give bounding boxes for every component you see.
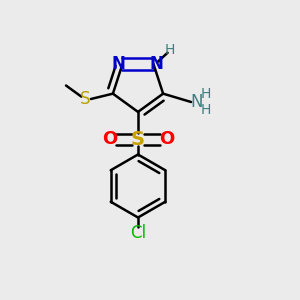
Text: S: S (80, 90, 91, 108)
Text: O: O (102, 130, 117, 148)
Text: S: S (131, 130, 145, 149)
Text: N: N (190, 93, 203, 111)
Text: H: H (201, 103, 211, 117)
Text: O: O (159, 130, 174, 148)
Text: Cl: Cl (130, 224, 146, 242)
Text: N: N (112, 55, 126, 73)
Text: N: N (150, 55, 164, 73)
Text: H: H (165, 43, 175, 57)
Text: H: H (201, 87, 211, 100)
